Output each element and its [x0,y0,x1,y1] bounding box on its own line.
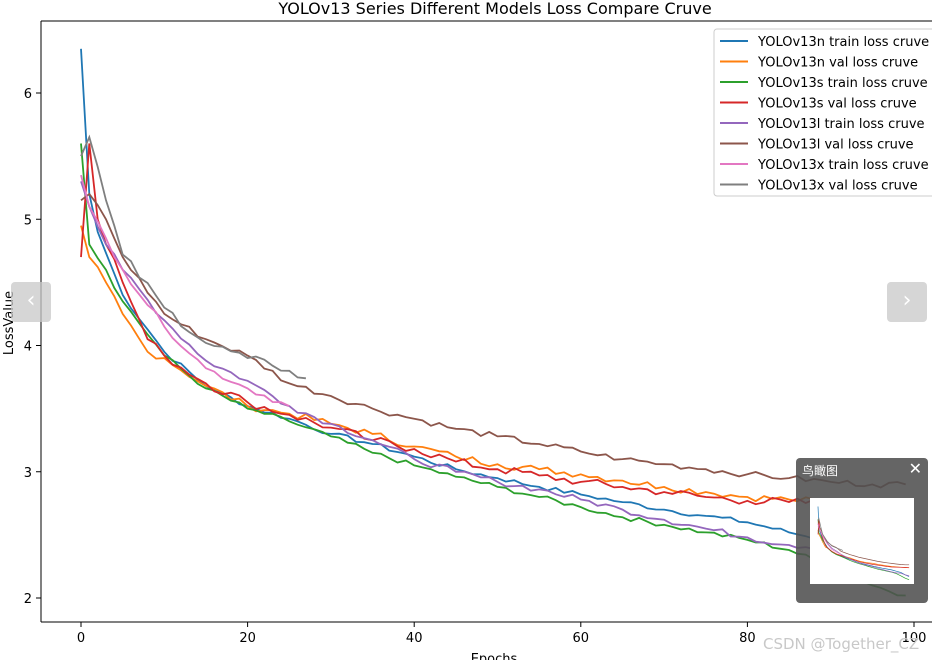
legend-entry: YOLOv13x val loss cruve [757,179,918,194]
thumbnail-series [817,517,843,551]
legend-entry: YOLOv13l val loss cruve [757,138,914,153]
overview-thumbnail[interactable] [810,498,914,584]
legend-entry: YOLOv13x train loss cruve [757,158,929,173]
series-line-3 [80,143,906,597]
legend-entry: YOLOv13s train loss cruve [757,76,928,91]
y-tick-label: 6 [24,87,32,102]
x-tick-label: 20 [239,631,256,646]
previous-image-button[interactable]: ‹ [11,282,51,322]
close-icon[interactable]: ✕ [908,459,922,478]
legend-entry: YOLOv13l train loss cruve [757,117,925,132]
thumbnail-series [817,523,842,555]
chart-title: YOLOv13 Series Different Models Loss Com… [277,0,711,18]
x-axis-label: Epochs [471,652,518,660]
thumbnail-series [817,530,910,569]
series-line-8 [80,134,306,380]
overview-title: 鸟瞰图 [802,464,839,478]
legend-entry: YOLOv13n val loss cruve [757,56,918,71]
x-tick-label: 60 [573,631,590,646]
series-line-2 [80,225,906,511]
next-image-button[interactable]: › [887,282,927,322]
legend-box [713,28,932,197]
x-tick-label: 0 [77,631,85,646]
series-line-7 [80,174,290,407]
series-line-5 [80,181,906,569]
series-line-4 [80,143,906,511]
series-line-6 [80,192,906,489]
thumbnail-series [817,519,910,569]
watermark: CSDN @Together_CZ [763,635,920,653]
overview-panel[interactable]: 鸟瞰图 ✕ [796,458,928,603]
legend-entry: YOLOv13s val loss cruve [757,97,917,112]
y-tick-label: 4 [24,340,32,355]
y-tick-label: 2 [24,592,32,607]
y-tick-label: 3 [24,466,32,481]
x-tick-label: 80 [739,631,756,646]
x-tick-label: 40 [406,631,423,646]
thumbnail-series [817,524,910,577]
y-tick-label: 5 [24,213,32,228]
legend-entry: YOLOv13n train loss cruve [757,35,929,50]
x-tick-label: 100 [902,631,927,646]
thumbnail-series [817,506,910,577]
